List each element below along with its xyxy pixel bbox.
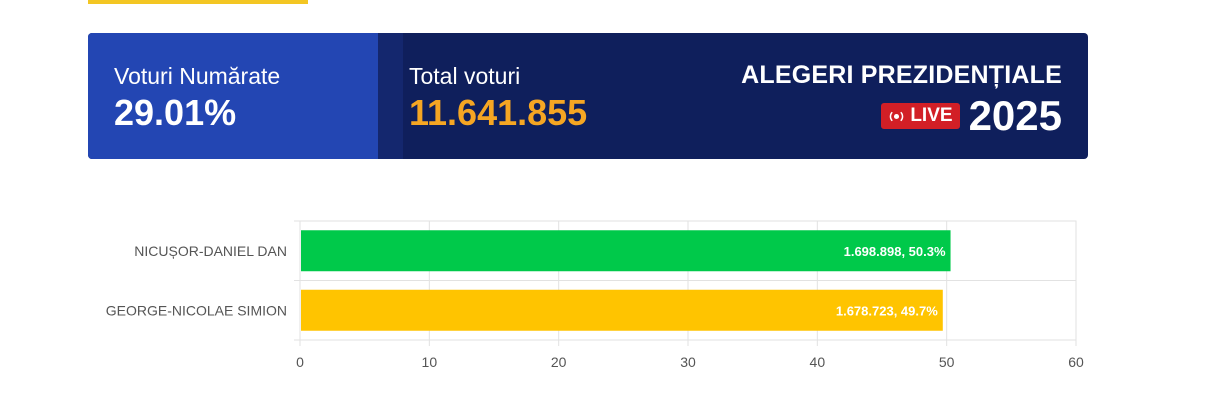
category-label: GEORGE-NICOLAE SIMION: [106, 302, 287, 318]
total-votes-label: Total voturi: [409, 63, 521, 89]
x-tick-label: 20: [551, 354, 567, 370]
bar-data-label: 1.678.723, 49.7%: [836, 303, 938, 318]
live-badge[interactable]: LIVE: [881, 103, 960, 129]
x-tick-label: 30: [680, 354, 696, 370]
results-banner: Voturi Numărate 29.01% Total voturi 11.6…: [88, 33, 1088, 159]
x-tick-label: 60: [1068, 354, 1084, 370]
x-tick-label: 0: [296, 354, 304, 370]
election-title-panel: ALEGERI PREZIDENȚIALE LIVE 2025: [723, 33, 1088, 159]
total-votes-panel: Total voturi 11.641.855: [403, 33, 723, 159]
x-tick-label: 50: [939, 354, 955, 370]
live-label: LIVE: [910, 105, 953, 126]
election-title: ALEGERI PREZIDENȚIALE: [741, 61, 1062, 89]
bar-george-nicolae-simion: [301, 289, 943, 331]
counted-votes-value: 29.01%: [114, 92, 237, 133]
bar-data-label: 1.698.898, 50.3%: [844, 244, 946, 259]
x-tick-label: 40: [810, 354, 826, 370]
total-votes-value: 11.641.855: [409, 92, 588, 133]
election-year: 2025: [968, 92, 1062, 139]
counted-votes-panel: Voturi Numărate 29.01%: [88, 33, 378, 159]
counted-votes-label: Voturi Numărate: [114, 63, 281, 89]
bar-nicusor-daniel-dan: [301, 230, 951, 272]
accent-line: [88, 0, 308, 4]
x-tick-label: 10: [422, 354, 438, 370]
category-label: NICUȘOR-DANIEL DAN: [134, 243, 287, 259]
panel-divider: [378, 33, 403, 159]
live-broadcast-icon: [890, 111, 904, 121]
title-row: LIVE 2025: [723, 93, 1062, 139]
